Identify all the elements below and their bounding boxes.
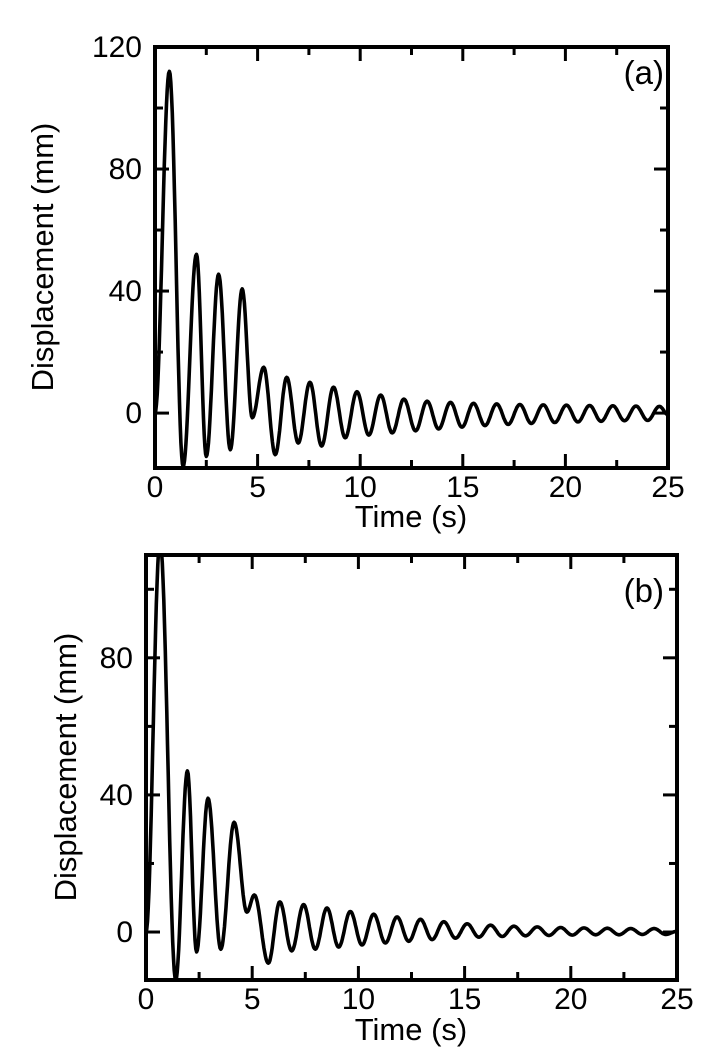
x-tick-label: 25 [660,983,693,1016]
x-axis-title-a: Time (s) [354,499,468,534]
y-tick-label: 80 [100,642,133,675]
y-tick-label: 120 [92,31,142,64]
x-tick-label: 15 [448,983,481,1016]
plot-canvas-a: 0 5 10 15 20 25 0 40 80 120 [92,31,685,504]
panel-label-b: (b) [623,572,664,609]
panel-label-a: (a) [623,54,664,91]
x-tick-label: 0 [147,471,164,504]
y-tick-label: 40 [100,779,133,812]
x-tick-label: 0 [138,983,155,1016]
displacement-curve [155,69,668,468]
x-tick-label: 20 [549,471,582,504]
plot-frame [153,45,670,470]
y-tick-label: 80 [109,153,142,186]
x-tick-label: 15 [446,471,479,504]
plot-frame [144,553,679,982]
x-tick-label: 25 [651,471,684,504]
displacement-curve [146,555,677,980]
y-tick-label: 40 [109,275,142,308]
y-axis-title-b: Displacement (mm) [48,632,83,902]
x-tick-label: 20 [554,983,587,1016]
x-tick-label: 5 [249,471,266,504]
y-tick-label: 0 [116,916,133,949]
y-tick-label: 0 [125,397,142,430]
x-tick-label: 5 [244,983,261,1016]
chart-panel-b: 0 5 10 15 20 25 0 40 80 Displacement (mm) Time (… [0,540,721,1061]
chart-panel-a: 0 5 10 15 20 25 0 40 80 120 Displacement (mm) Tim… [25,31,685,534]
x-tick-label: 10 [342,983,375,1016]
x-tick-label: 10 [344,471,377,504]
y-axis-title-a: Displacement (mm) [25,122,60,392]
plot-canvas-b: 0 5 10 15 20 25 0 40 80 [100,553,694,1016]
x-axis-title-b: Time (s) [354,1012,468,1047]
